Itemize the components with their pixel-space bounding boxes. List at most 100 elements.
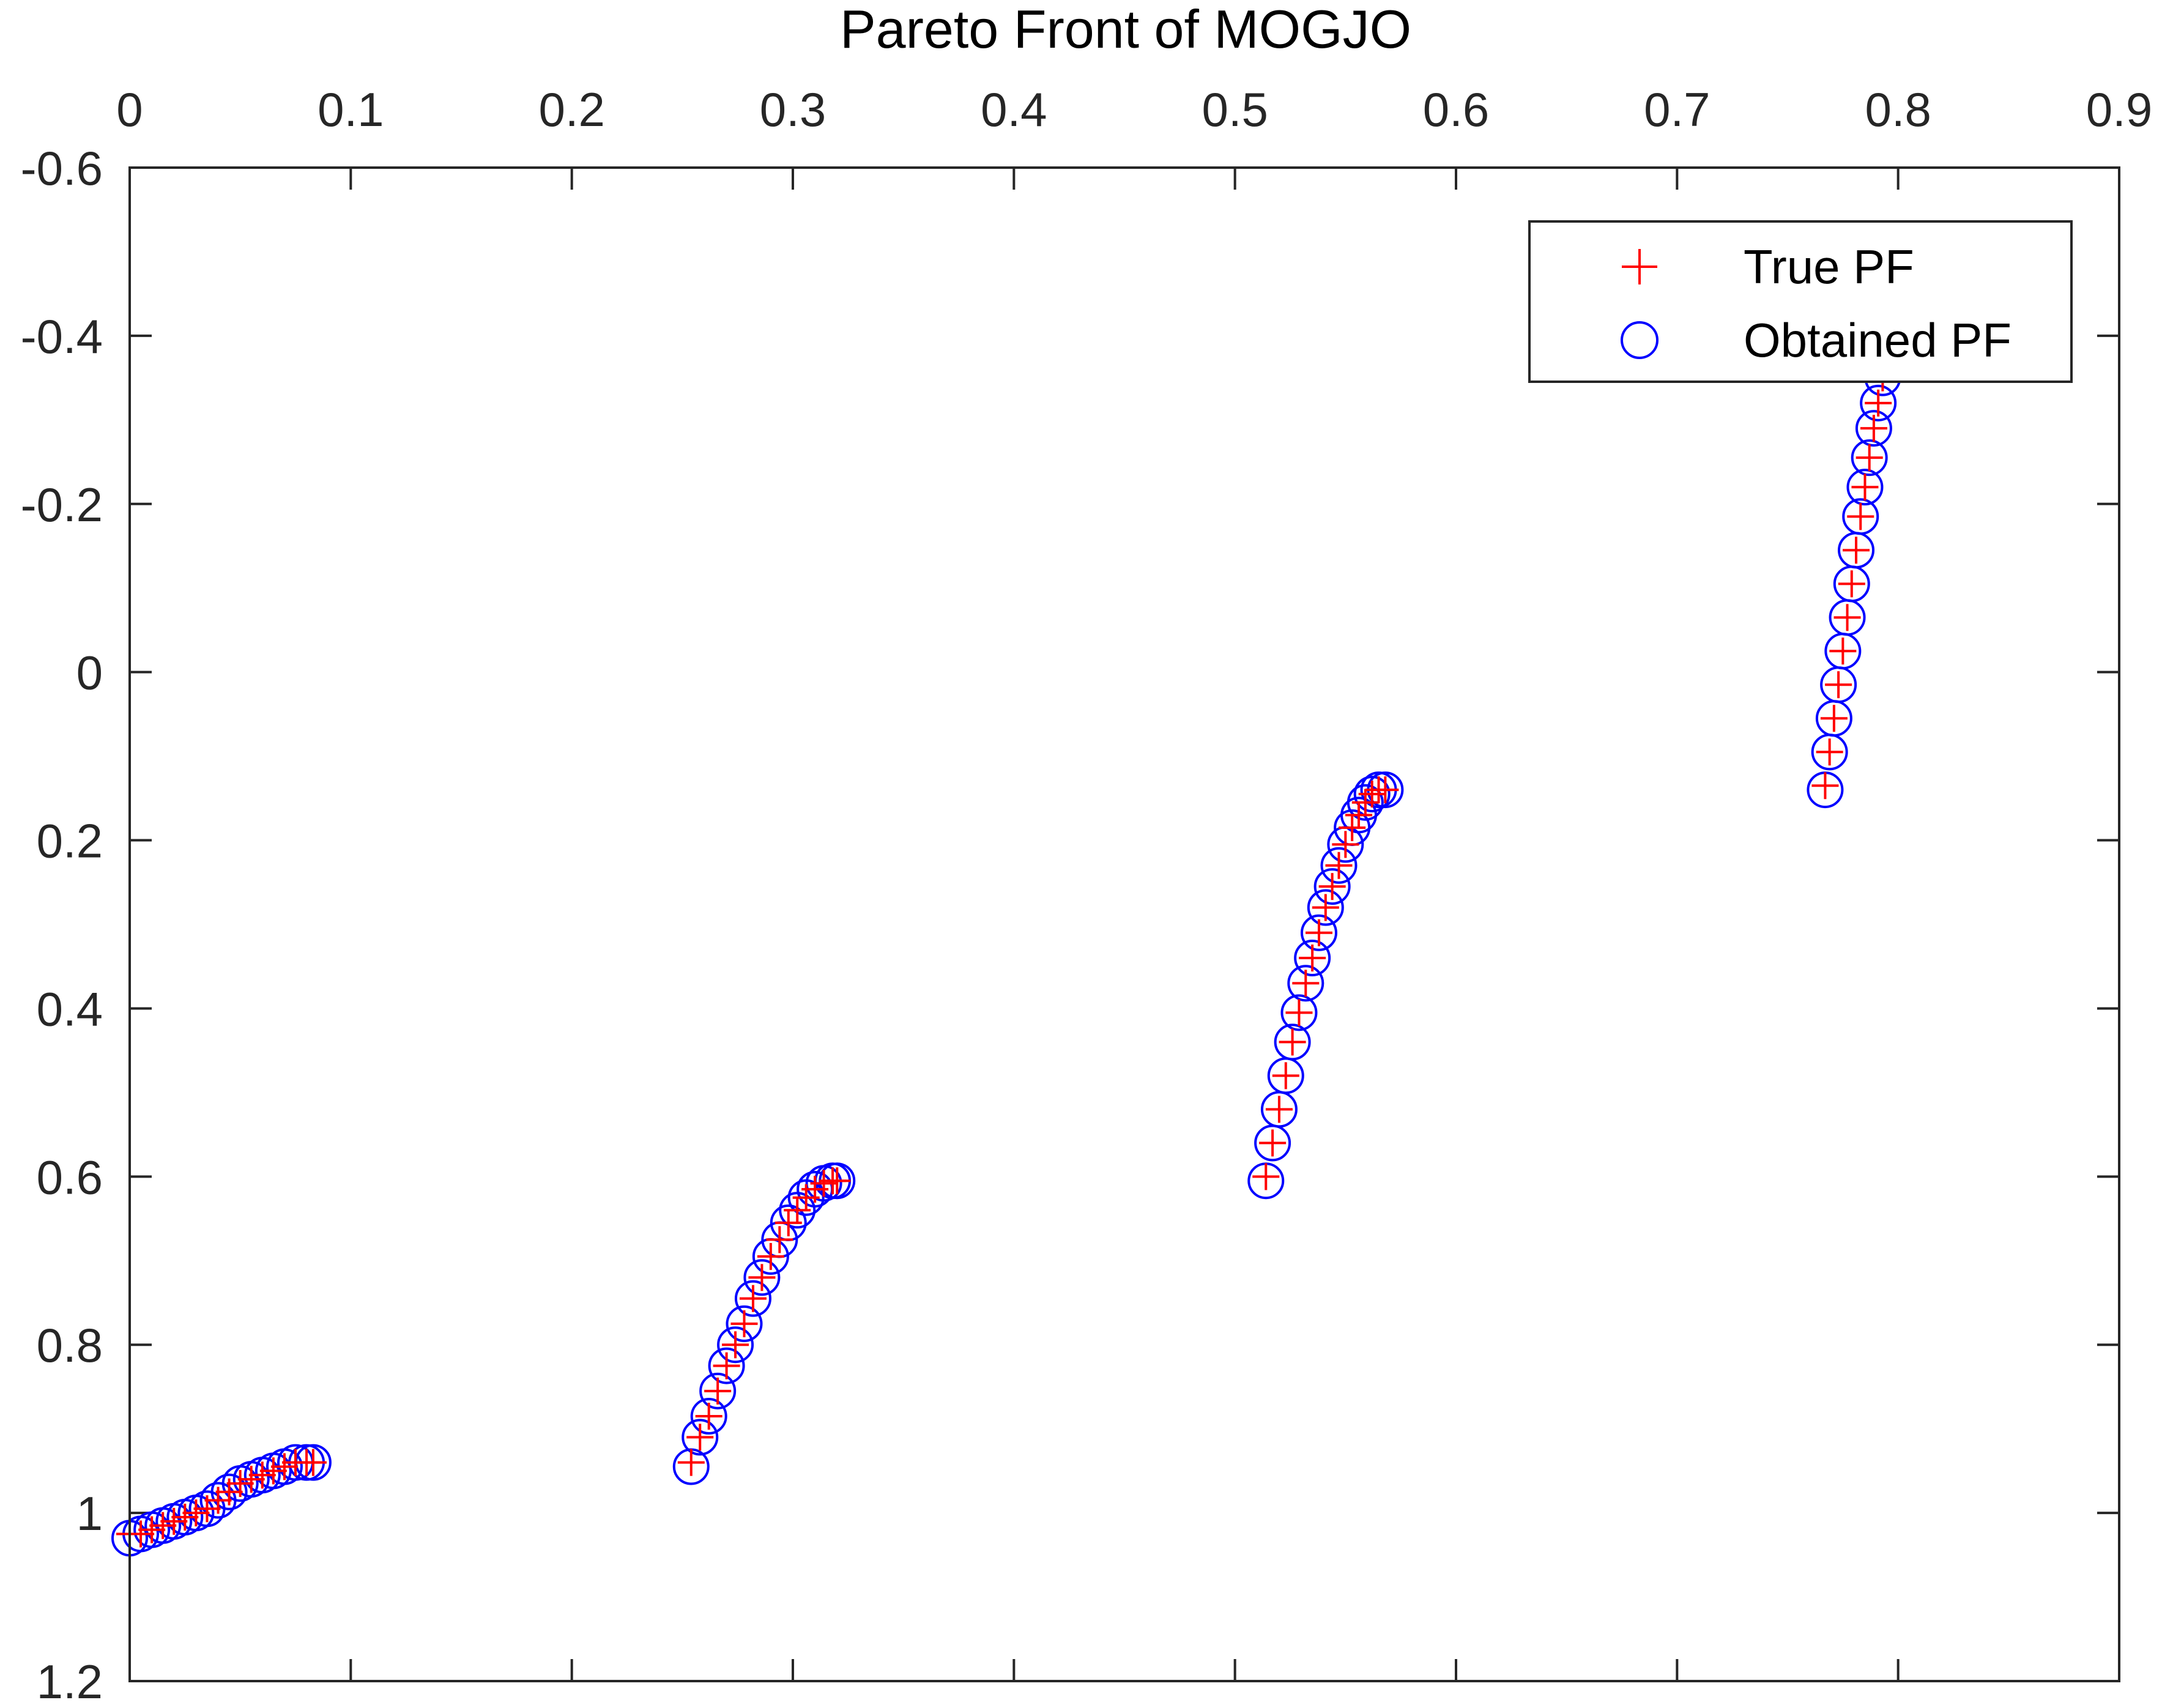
- true-pf-point: [1252, 1163, 1280, 1190]
- true-pf-point: [1339, 814, 1366, 841]
- legend: True PF Obtained PF: [1528, 220, 2073, 383]
- y-tick-label: -0.6: [21, 141, 103, 195]
- x-tick-label: 0.8: [1865, 83, 1931, 136]
- obtained-pf-point: [1846, 469, 1884, 506]
- obtained-pf-point: [1320, 847, 1358, 884]
- obtained-pf-point: [726, 1305, 763, 1342]
- true-pf-point: [1856, 444, 1883, 472]
- x-axis-ticks: 0 0.1 0.2 0.3 0.4 0.5 0.6 0.7 0.8 0.9: [116, 83, 2152, 1681]
- true-pf-point: [1272, 1062, 1299, 1090]
- true-pf-point: [757, 1242, 784, 1270]
- true-pf-point: [1838, 570, 1865, 598]
- obtained-pf-point: [717, 1326, 754, 1364]
- true-pf-point: [1299, 944, 1326, 971]
- obtained-pf-point: [1307, 889, 1344, 926]
- true-pf-point: [1332, 831, 1359, 858]
- true-pf-point: [270, 1453, 298, 1480]
- true-pf-point: [1325, 852, 1353, 879]
- plot-area-border: [128, 166, 2120, 1682]
- true-pf-point: [766, 1226, 793, 1253]
- obtained-pf-point: [734, 1280, 771, 1317]
- true-pf-point: [1860, 415, 1887, 442]
- obtained-pf-point: [699, 1372, 737, 1409]
- y-axis-ticks: -0.6 -0.4 -0.2 0 0.2 0.4 0.6 0.8 1 1.2: [21, 141, 2119, 1708]
- x-tick-label: 0.9: [2086, 83, 2152, 136]
- x-tick-label: 0.4: [981, 83, 1047, 136]
- legend-marker-obtained-pf-icon: [1621, 321, 1659, 359]
- true-pf-point: [1279, 1028, 1306, 1056]
- true-pf-point: [1865, 389, 1892, 417]
- true-pf-point: [1318, 873, 1346, 900]
- true-pf-point: [1372, 776, 1399, 804]
- true-pf-point: [1847, 503, 1874, 530]
- y-tick-label: 0: [76, 646, 103, 700]
- true-pf-point: [237, 1466, 265, 1493]
- x-tick-label: 0.7: [1644, 83, 1710, 136]
- true-pf-point: [748, 1264, 776, 1291]
- true-pf-point: [730, 1310, 758, 1337]
- x-tick-label: 0.6: [1423, 83, 1489, 136]
- true-pf-point: [695, 1403, 723, 1430]
- true-pf-point: [686, 1424, 714, 1451]
- obtained-pf-point: [690, 1398, 727, 1435]
- y-tick-label: 0.8: [37, 1318, 103, 1372]
- obtained-pf-point: [708, 1347, 745, 1384]
- x-tick-label: 0.3: [760, 83, 826, 136]
- chart-title: Pareto Front of MOGJO: [840, 0, 1411, 59]
- true-pf-point: [149, 1512, 177, 1539]
- true-pf-point: [1851, 473, 1879, 501]
- obtained-pf-point: [1347, 784, 1384, 821]
- legend-marker-true-pf-icon: [1622, 249, 1657, 284]
- true-pf-point: [1259, 1129, 1287, 1157]
- true-pf-point: [1811, 772, 1839, 800]
- true-pf-point: [182, 1499, 210, 1527]
- obtained-pf-point: [1353, 775, 1391, 812]
- obtained-pf-point: [1274, 1023, 1311, 1061]
- y-tick-label: -0.4: [21, 310, 103, 363]
- true-pf-point: [713, 1352, 740, 1379]
- obtained-pf-point: [1294, 939, 1331, 976]
- obtained-pf-point: [743, 1259, 781, 1296]
- true-pf-point: [226, 1470, 254, 1498]
- true-pf-point: [1843, 537, 1870, 564]
- legend-box: [1528, 220, 2073, 383]
- true-pf-point: [1285, 999, 1313, 1027]
- x-tick-label: 0: [116, 83, 143, 136]
- true-pf-point: [1833, 604, 1861, 631]
- obtained-pf-point: [1860, 384, 1897, 421]
- true-pf-point: [1265, 1096, 1293, 1123]
- true-pf-point: [1292, 970, 1320, 997]
- true-pf-point: [722, 1331, 749, 1359]
- x-tick-label: 0.5: [1202, 83, 1268, 136]
- true-pf-point: [1820, 705, 1848, 732]
- y-tick-label: 1: [76, 1487, 103, 1540]
- true-pf-point: [299, 1449, 327, 1476]
- obtained-pf-point: [210, 1473, 248, 1510]
- obtained-pf-point: [1280, 994, 1318, 1031]
- true-pf-point: [127, 1520, 155, 1548]
- y-tick-label: -0.2: [21, 478, 103, 532]
- obtained-pf-point: [1851, 439, 1888, 477]
- true-pf-point: [677, 1449, 705, 1476]
- true-pf-point: [248, 1461, 276, 1489]
- legend-label-obtained-pf: Obtained PF: [1744, 313, 2012, 367]
- obtained-pf-point: [1300, 914, 1337, 951]
- obtained-pf-point: [1855, 410, 1892, 447]
- true-pf-point: [171, 1503, 199, 1531]
- y-tick-label: 0.4: [37, 982, 103, 1036]
- true-pf-point: [739, 1285, 767, 1312]
- true-pf-point: [259, 1457, 287, 1485]
- y-tick-label: 0.6: [37, 1150, 103, 1204]
- true-pf-point: [138, 1516, 166, 1543]
- true-pf-point: [160, 1507, 188, 1535]
- true-pf-point: [823, 1167, 851, 1195]
- true-pf-point: [1829, 637, 1857, 665]
- true-pf-point: [1305, 919, 1332, 946]
- x-tick-label: 0.1: [318, 83, 384, 136]
- true-pf-point: [1345, 801, 1373, 829]
- true-pf-point: [1816, 738, 1843, 766]
- obtained-pf-point: [1287, 965, 1324, 1002]
- true-pf-point: [1358, 780, 1386, 808]
- true-pf-point: [704, 1377, 732, 1405]
